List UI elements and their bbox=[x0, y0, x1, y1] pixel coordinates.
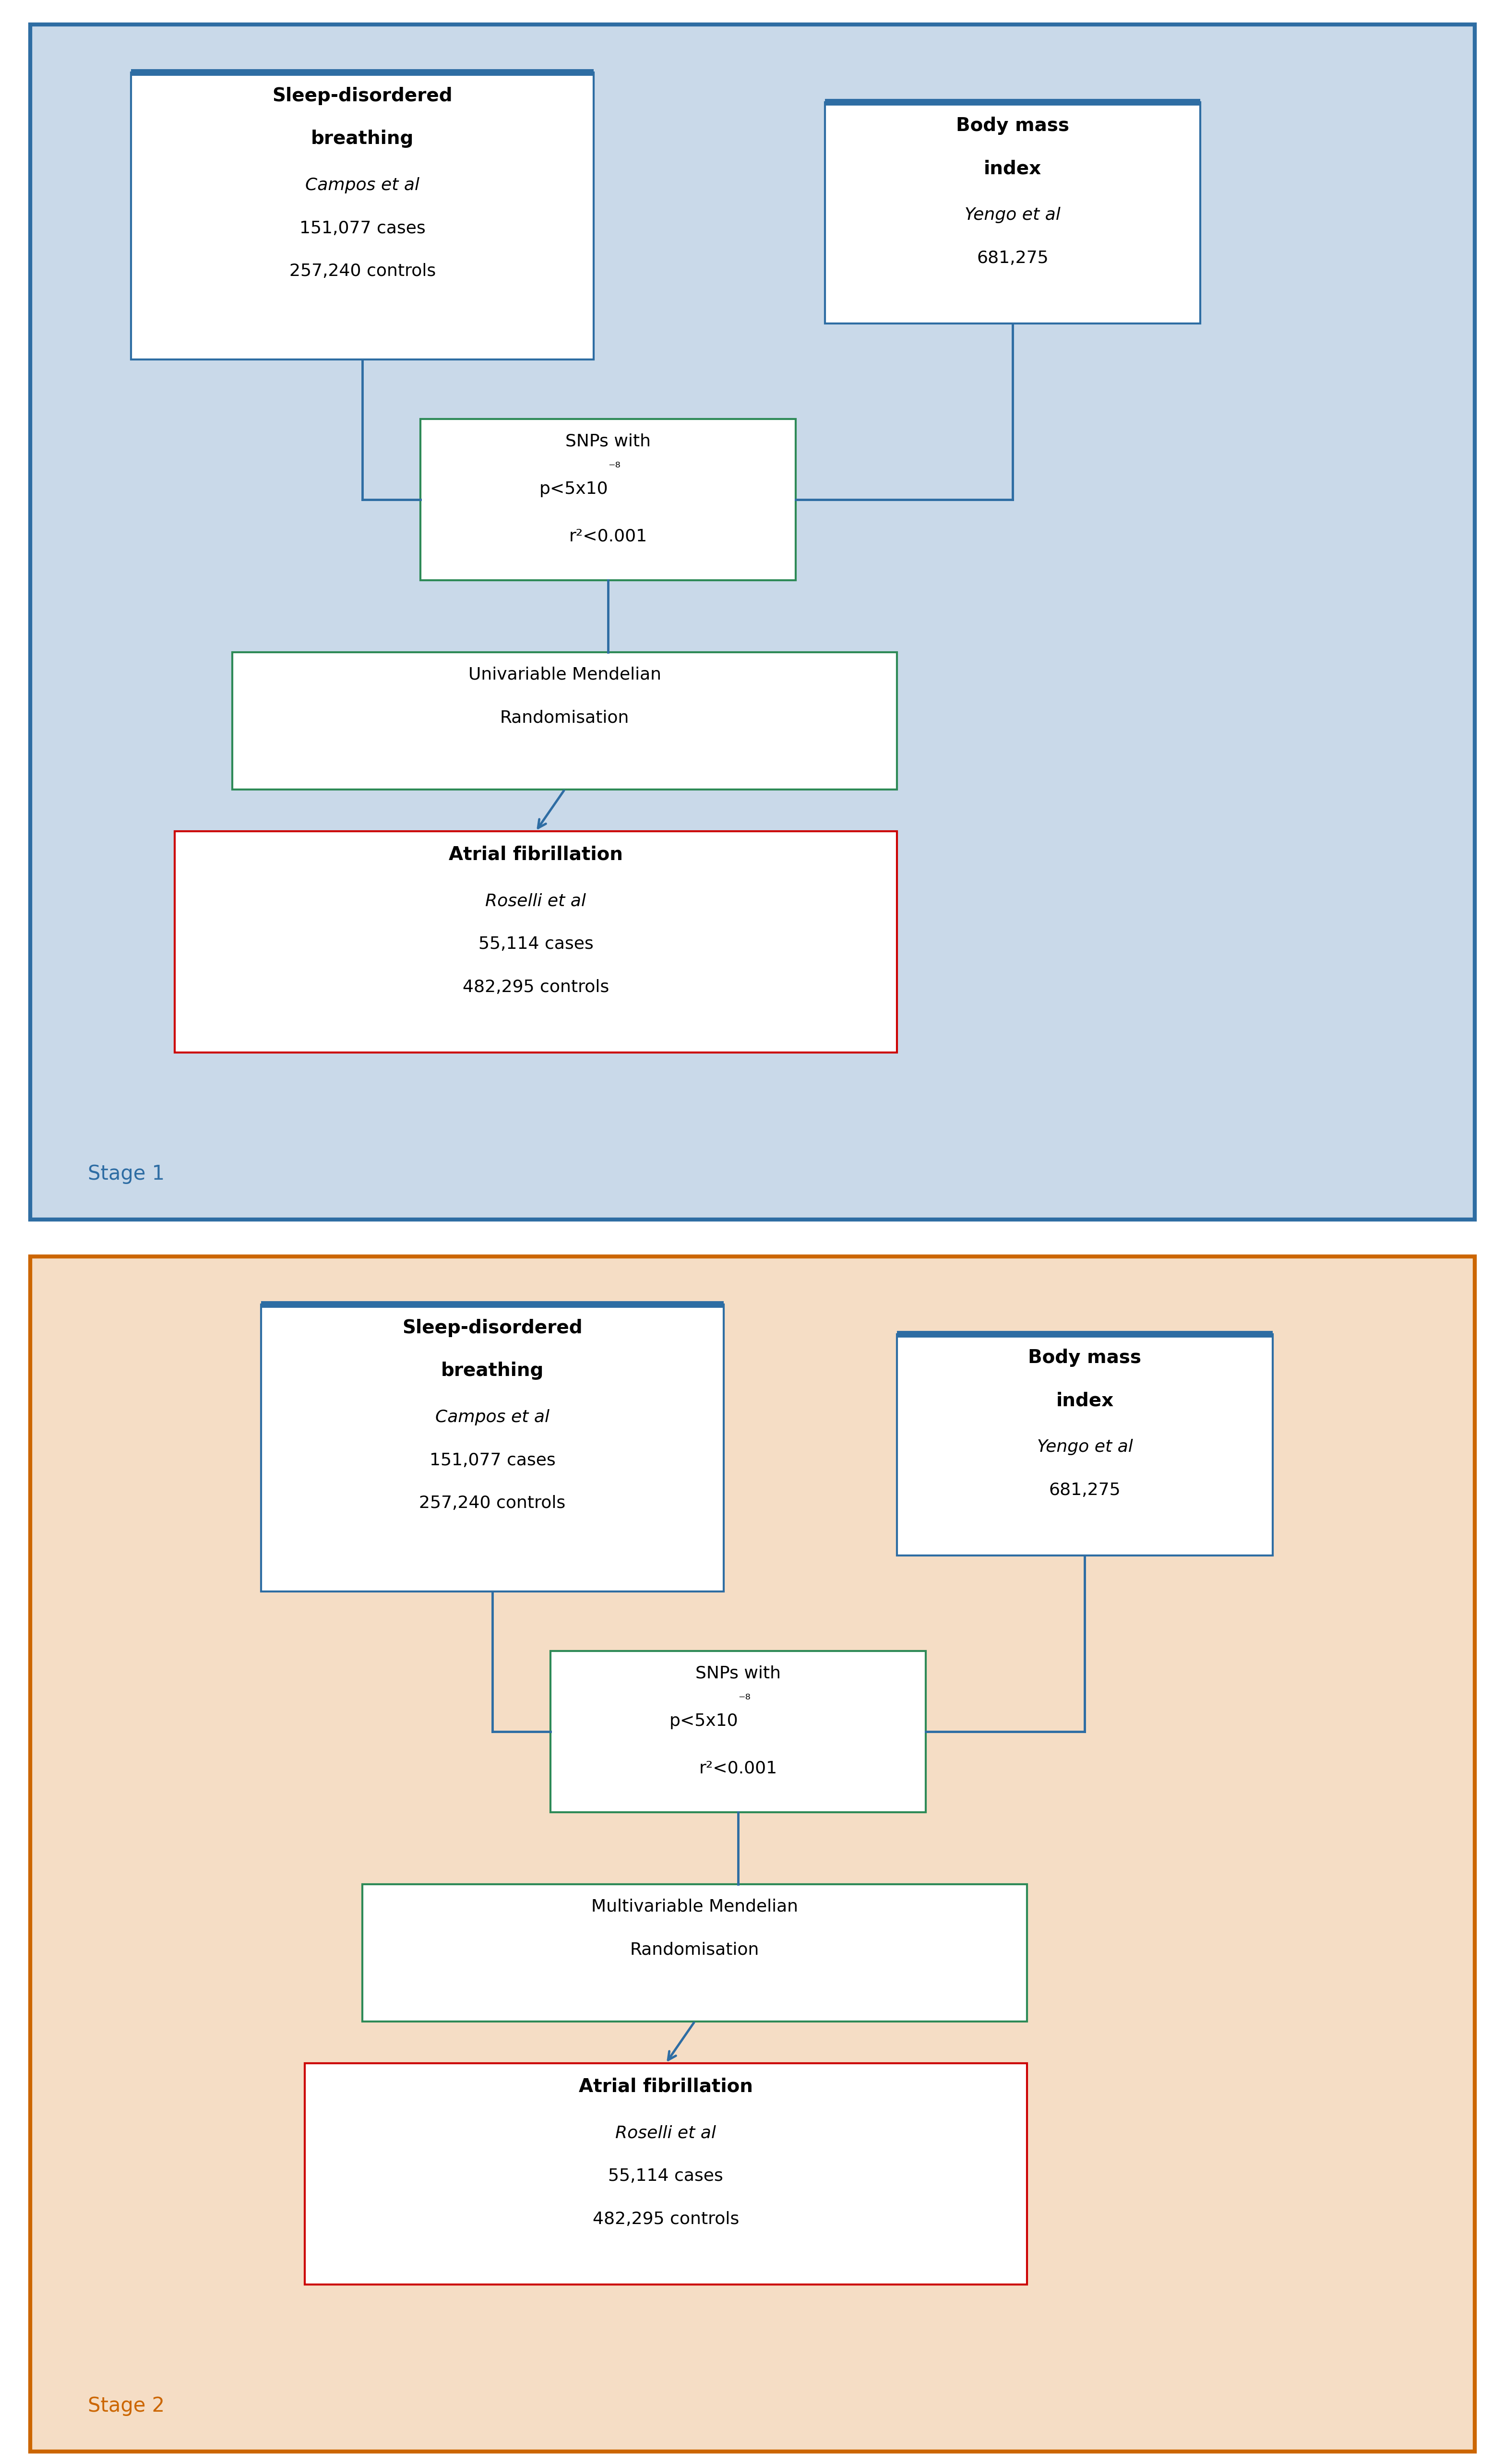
Text: r²<0.001: r²<0.001 bbox=[569, 527, 647, 545]
Bar bbox=[420, 419, 796, 582]
Text: index: index bbox=[1057, 1392, 1114, 1409]
Bar bbox=[825, 103, 1201, 323]
Text: p<5x10: p<5x10 bbox=[539, 480, 608, 498]
Text: r²<0.001: r²<0.001 bbox=[698, 1759, 777, 1777]
Text: 55,114 cases: 55,114 cases bbox=[608, 2168, 724, 2183]
Text: Campos et al: Campos et al bbox=[306, 177, 420, 195]
Text: p<5x10: p<5x10 bbox=[670, 1712, 737, 1730]
Text: 151,077 cases: 151,077 cases bbox=[429, 1451, 555, 1469]
Text: Randomisation: Randomisation bbox=[631, 1942, 760, 1959]
Text: Sleep-disordered: Sleep-disordered bbox=[402, 1318, 582, 1338]
Text: Body mass: Body mass bbox=[1028, 1348, 1141, 1368]
Text: 257,240 controls: 257,240 controls bbox=[289, 264, 435, 278]
Text: Atrial fibrillation: Atrial fibrillation bbox=[448, 845, 623, 865]
Text: ⁻⁸: ⁻⁸ bbox=[737, 1693, 751, 1708]
Text: 257,240 controls: 257,240 controls bbox=[420, 1496, 566, 1510]
Text: Univariable Mendelian: Univariable Mendelian bbox=[468, 665, 661, 683]
Text: Roselli et al: Roselli et al bbox=[616, 2124, 716, 2141]
Text: 55,114 cases: 55,114 cases bbox=[479, 936, 593, 951]
Text: Stage 2: Stage 2 bbox=[87, 2395, 164, 2415]
Text: Atrial fibrillation: Atrial fibrillation bbox=[579, 2077, 752, 2097]
Text: Randomisation: Randomisation bbox=[500, 710, 629, 727]
Text: breathing: breathing bbox=[312, 131, 414, 148]
Text: Yengo et al: Yengo et al bbox=[1037, 1439, 1133, 1456]
Text: ⁻⁸: ⁻⁸ bbox=[608, 461, 620, 476]
Text: breathing: breathing bbox=[441, 1363, 543, 1380]
Bar bbox=[363, 1885, 1026, 2020]
Text: SNPs with: SNPs with bbox=[566, 434, 650, 448]
Text: 151,077 cases: 151,077 cases bbox=[299, 219, 426, 237]
Text: 681,275: 681,275 bbox=[1049, 1481, 1121, 1498]
Text: 681,275: 681,275 bbox=[977, 249, 1049, 266]
Text: Body mass: Body mass bbox=[956, 116, 1069, 136]
Text: Roselli et al: Roselli et al bbox=[486, 892, 585, 909]
Text: Sleep-disordered: Sleep-disordered bbox=[272, 86, 453, 106]
Text: Stage 1: Stage 1 bbox=[87, 1163, 164, 1183]
Text: SNPs with: SNPs with bbox=[695, 1666, 781, 1680]
Bar bbox=[262, 1303, 724, 1592]
Bar bbox=[175, 830, 897, 1052]
Bar bbox=[304, 2062, 1026, 2284]
Bar bbox=[551, 1651, 926, 1814]
Bar bbox=[131, 71, 593, 360]
Text: Campos et al: Campos et al bbox=[435, 1409, 549, 1427]
Text: 482,295 controls: 482,295 controls bbox=[593, 2210, 739, 2227]
Text: 482,295 controls: 482,295 controls bbox=[462, 978, 610, 995]
Text: Yengo et al: Yengo et al bbox=[965, 207, 1061, 224]
Bar bbox=[232, 653, 897, 788]
Text: index: index bbox=[984, 160, 1041, 177]
Text: Multivariable Mendelian: Multivariable Mendelian bbox=[591, 1897, 798, 1915]
Bar bbox=[897, 1335, 1273, 1555]
